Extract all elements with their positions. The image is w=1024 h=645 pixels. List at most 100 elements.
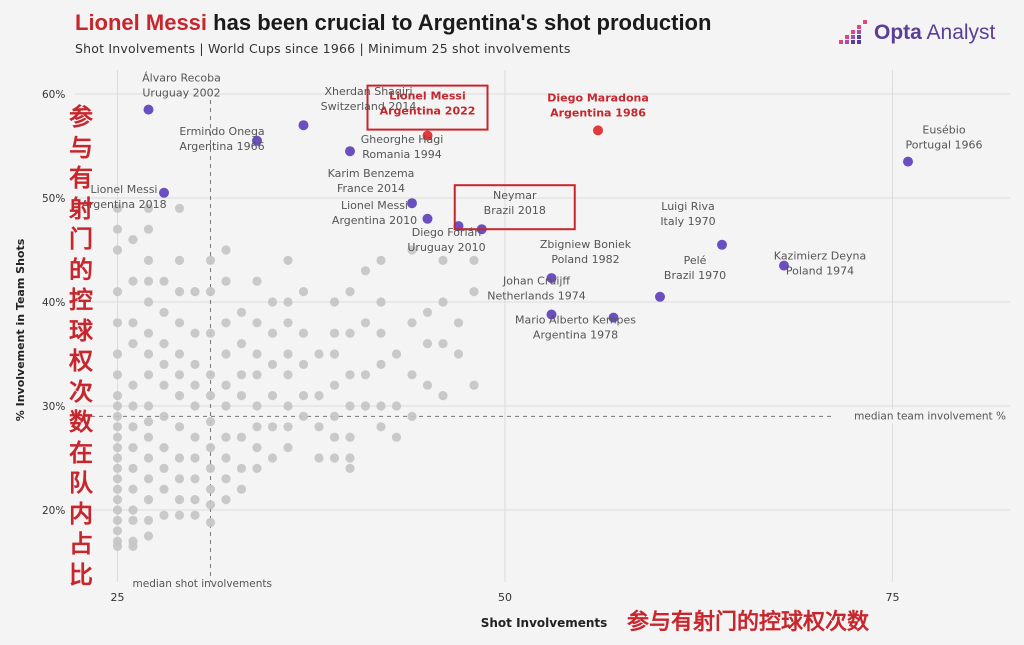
data-point — [159, 380, 169, 390]
data-point — [112, 411, 123, 421]
data-point — [190, 401, 200, 411]
data-point — [267, 328, 278, 338]
point-label-team: Argentina 1966 — [179, 140, 264, 153]
point-label-team: Uruguay 2010 — [407, 241, 485, 254]
data-point — [329, 380, 340, 390]
data-point — [283, 318, 293, 328]
data-point — [407, 318, 417, 328]
data-point — [345, 328, 355, 338]
chart-subtitle: Shot Involvements | World Cups since 196… — [75, 41, 571, 56]
data-point — [143, 203, 154, 213]
data-point — [221, 432, 231, 442]
point-label-name: Kazimierz Deyna — [774, 250, 866, 263]
labeled-data-point — [608, 312, 619, 323]
data-point — [236, 432, 247, 442]
labeled-data-point — [422, 213, 433, 224]
chart-title: Lionel Messi has been crucial to Argenti… — [75, 10, 711, 36]
data-point — [267, 297, 278, 307]
point-labels: Lionel Messi Argentina 2022 Diego Maradona… — [81, 72, 982, 342]
data-point — [143, 276, 154, 286]
data-point — [376, 255, 386, 265]
data-point — [453, 349, 464, 359]
point-label-team: Argentina 1978 — [533, 329, 618, 342]
data-point — [128, 235, 138, 245]
point-label-team: Italy 1970 — [660, 215, 715, 228]
labeled-data-point — [159, 187, 169, 198]
data-point — [438, 339, 448, 349]
data-point — [298, 411, 309, 421]
labeled-data-point — [779, 260, 789, 271]
labeled-data-point — [903, 156, 913, 167]
data-point — [236, 307, 247, 317]
data-point — [112, 463, 123, 473]
point-label-team: Netherlands 1974 — [487, 289, 586, 302]
data-point — [128, 276, 138, 286]
data-point — [174, 255, 185, 265]
data-point — [159, 510, 169, 520]
data-point — [143, 432, 154, 442]
data-point — [174, 203, 185, 213]
data-point — [190, 359, 200, 369]
data-point — [174, 474, 185, 484]
data-point — [143, 224, 154, 234]
data-point — [329, 349, 340, 359]
data-point — [143, 495, 154, 505]
y-tick-label: 50% — [42, 193, 65, 205]
point-label-team: Argentina 1986 — [550, 106, 646, 119]
point-label-team: Portugal 1966 — [905, 139, 982, 152]
data-point — [221, 380, 231, 390]
data-point — [205, 328, 216, 338]
data-point — [205, 255, 216, 265]
data-point — [174, 495, 185, 505]
data-point — [112, 370, 123, 380]
point-label-name: Xherdan Shaqiri — [324, 85, 412, 98]
data-point — [112, 432, 123, 442]
data-point — [112, 526, 123, 536]
data-point — [112, 224, 123, 234]
data-point — [422, 380, 433, 390]
point-label-team: Argentina 2010 — [332, 214, 417, 227]
x-tick-label: 25 — [111, 591, 125, 604]
data-point — [267, 422, 278, 432]
data-point — [283, 255, 293, 265]
data-point — [298, 359, 309, 369]
data-point — [438, 297, 448, 307]
data-point — [345, 463, 355, 473]
y-tick-label: 30% — [42, 401, 65, 413]
data-point — [174, 287, 185, 297]
data-point — [221, 401, 231, 411]
point-label-team: Poland 1974 — [786, 265, 854, 278]
data-point — [190, 495, 200, 505]
data-point — [329, 411, 340, 421]
point-label-team: Romania 1994 — [362, 148, 442, 161]
point-label-name: Diego Forlán — [412, 226, 481, 239]
data-point — [252, 401, 262, 411]
data-point — [345, 370, 355, 380]
data-point — [205, 370, 216, 380]
data-point — [469, 287, 479, 297]
data-point — [112, 474, 123, 484]
data-point — [112, 443, 123, 453]
data-point — [221, 495, 231, 505]
data-point — [236, 339, 247, 349]
data-point — [221, 474, 231, 484]
data-point — [143, 255, 154, 265]
point-label-team: France 2014 — [337, 182, 405, 195]
data-point — [267, 453, 278, 463]
point-label-name: Diego Maradona — [547, 91, 649, 104]
data-point — [128, 339, 138, 349]
data-point — [159, 359, 169, 369]
y-tick-label: 60% — [42, 89, 65, 101]
data-point — [205, 287, 216, 297]
data-point — [159, 443, 169, 453]
brand-logo: Opta Analyst — [838, 20, 995, 46]
x-axis-title: Shot Involvements — [481, 616, 608, 630]
point-label-team: Brazil 1970 — [664, 269, 726, 282]
median-team-label: median team involvement % — [854, 410, 1006, 422]
data-point — [221, 349, 231, 359]
point-label-name: Luigi Riva — [661, 200, 714, 213]
data-point — [391, 401, 402, 411]
data-point — [112, 245, 123, 255]
data-point — [174, 422, 185, 432]
